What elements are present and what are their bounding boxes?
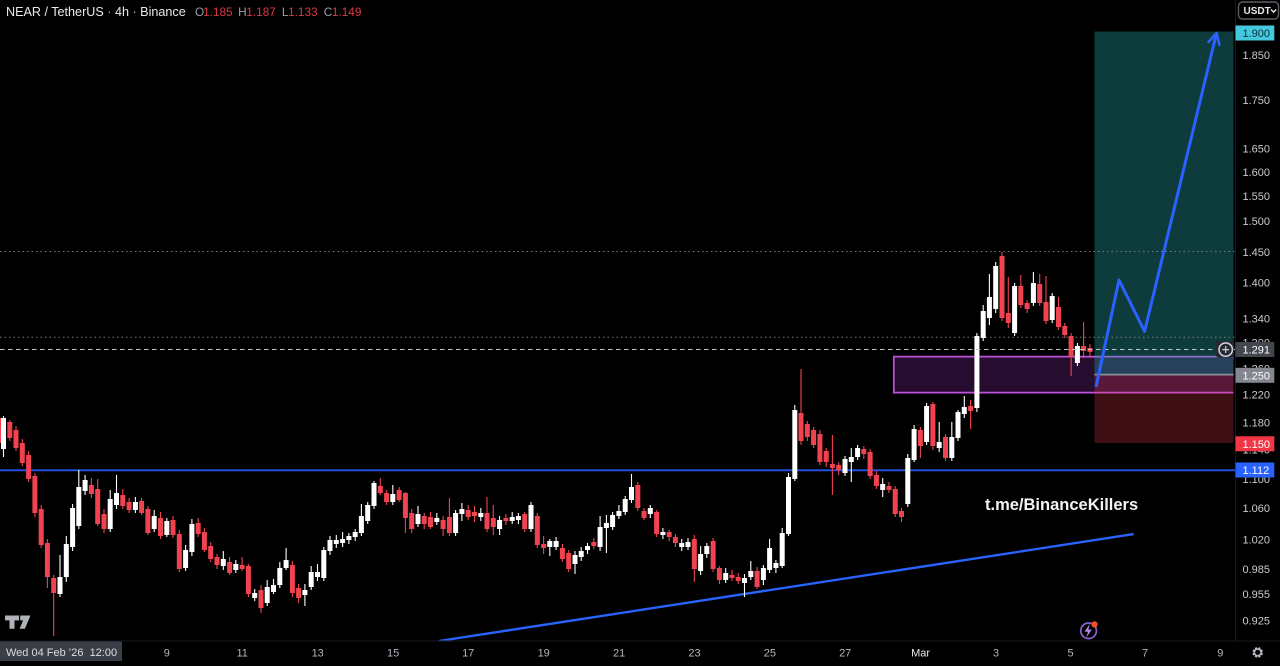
svg-text:C: C — [324, 5, 333, 19]
svg-text:3: 3 — [993, 648, 999, 660]
svg-text:Wed 04 Feb ’26 12:00: Wed 04 Feb ’26 12:00 — [6, 647, 117, 659]
svg-text:19: 19 — [538, 648, 550, 660]
svg-text:1.180: 1.180 — [1243, 417, 1271, 429]
svg-text:1.650: 1.650 — [1243, 144, 1271, 156]
svg-text:1.291: 1.291 — [1243, 345, 1271, 357]
svg-text:25: 25 — [764, 648, 776, 660]
svg-text:1.220: 1.220 — [1243, 390, 1271, 402]
svg-text:1.400: 1.400 — [1243, 278, 1271, 290]
svg-text:Mar: Mar — [911, 648, 930, 660]
svg-text:1.020: 1.020 — [1243, 535, 1271, 547]
svg-text:0.925: 0.925 — [1243, 616, 1271, 628]
svg-text:1.500: 1.500 — [1243, 216, 1271, 228]
svg-text:15: 15 — [387, 648, 399, 660]
svg-text:1.450: 1.450 — [1243, 247, 1271, 259]
svg-text:7: 7 — [1142, 648, 1148, 660]
svg-text:1.060: 1.060 — [1243, 503, 1271, 515]
svg-text:1.550: 1.550 — [1243, 191, 1271, 203]
svg-text:5: 5 — [1067, 648, 1073, 660]
svg-text:17: 17 — [462, 648, 474, 660]
svg-text:13: 13 — [312, 648, 324, 660]
svg-text:t.me/BinanceKillers: t.me/BinanceKillers — [985, 496, 1138, 514]
svg-text:9: 9 — [1217, 648, 1223, 660]
svg-text:H: H — [238, 5, 247, 19]
svg-text:L: L — [282, 5, 289, 19]
svg-text:1.250: 1.250 — [1243, 370, 1271, 382]
svg-text:1.112: 1.112 — [1243, 465, 1270, 477]
svg-text:1.187: 1.187 — [246, 5, 276, 19]
svg-text:0.955: 0.955 — [1243, 589, 1271, 601]
svg-text:1.340: 1.340 — [1243, 314, 1271, 326]
svg-text:1.750: 1.750 — [1243, 95, 1271, 107]
svg-text:21: 21 — [613, 648, 625, 660]
svg-text:1.185: 1.185 — [203, 5, 233, 19]
svg-text:9: 9 — [164, 648, 170, 660]
svg-text:1.150: 1.150 — [1243, 439, 1271, 451]
svg-text:23: 23 — [688, 648, 700, 660]
svg-text:1.850: 1.850 — [1243, 50, 1271, 62]
svg-text:1.600: 1.600 — [1243, 167, 1271, 179]
svg-text:1.149: 1.149 — [332, 5, 362, 19]
svg-text:11: 11 — [236, 648, 247, 660]
svg-text:0.985: 0.985 — [1243, 564, 1271, 576]
svg-text:1.900: 1.900 — [1243, 28, 1271, 40]
svg-text:27: 27 — [839, 648, 851, 660]
svg-text:USDT: USDT — [1244, 6, 1271, 17]
svg-text:O: O — [195, 5, 204, 19]
svg-text:NEAR / TetherUS · 4h · Binance: NEAR / TetherUS · 4h · Binance — [6, 5, 186, 19]
svg-text:1.133: 1.133 — [288, 5, 318, 19]
